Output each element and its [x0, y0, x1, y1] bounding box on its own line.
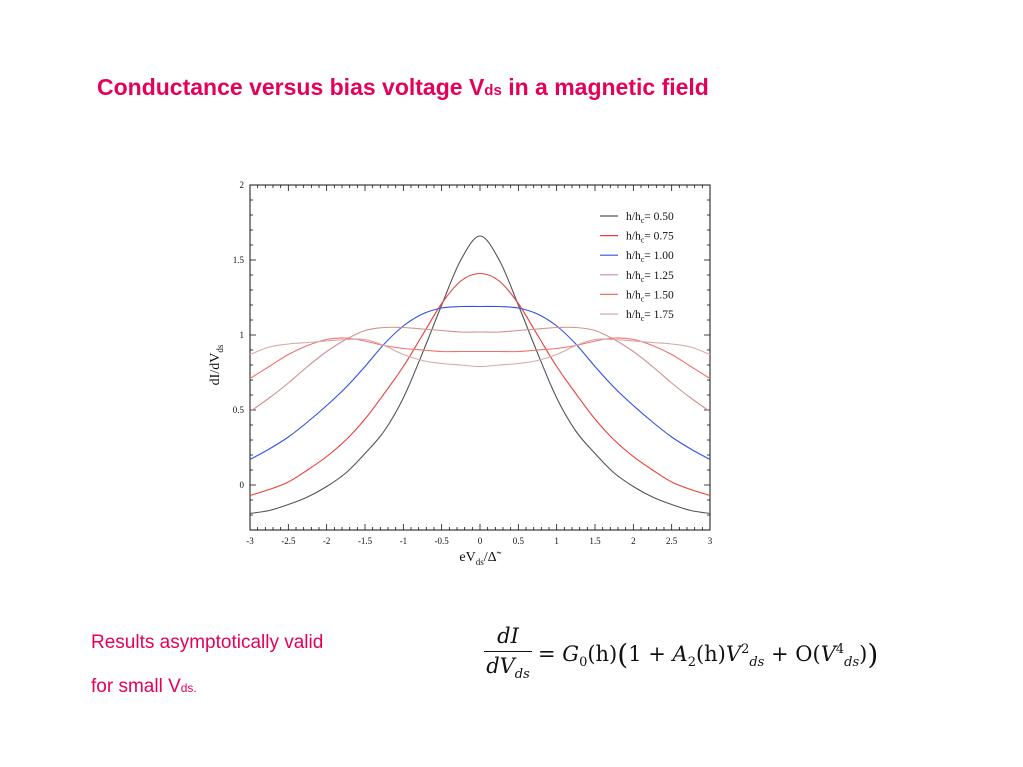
x-tick-label: -2.5: [281, 536, 296, 546]
x-tick-label: -2: [323, 536, 331, 546]
axes-frame: -3 -2.5 -2 -1.5 -1 -0.5 0 0.5 1 1.5 2 2.5 3 0 0.5 1 1.5 2: [233, 180, 713, 546]
y-tick-label: 1.5: [233, 255, 245, 265]
formula-rhs: = G0(h)(1 + A2(h)V2ds + O(V4ds)): [538, 638, 879, 671]
y-axis-label: dI/dVds: [208, 344, 225, 385]
x-axis-label: eVds/Δ̃: [459, 550, 501, 567]
legend-entry-2: h/hc= 0.75: [626, 231, 674, 245]
x-tick-label: 3: [708, 536, 713, 546]
page-title: Conductance versus bias voltage Vds in a…: [97, 74, 709, 101]
legend-entry-6: h/hc= 1.75: [626, 309, 674, 323]
note-line-2-main: for small V: [91, 676, 181, 697]
formula-denominator: dVds: [486, 654, 530, 683]
x-tick-label: 1: [554, 536, 559, 546]
series-line-1: [249, 235, 711, 515]
title-subscript: ds: [484, 82, 502, 99]
formula-fraction: dI dVds: [484, 624, 532, 682]
legend-entry-3: h/hc= 1.00: [626, 250, 674, 264]
x-tick-label: 2: [631, 536, 636, 546]
series-line-3: [249, 305, 711, 460]
y-tick-label: 0: [240, 480, 245, 490]
x-tick-label: -3: [246, 536, 254, 546]
x-tick-label: -1: [400, 536, 408, 546]
fraction-bar: [484, 651, 532, 652]
x-tick-label: 0: [478, 536, 483, 546]
x-tick-label: -1.5: [358, 536, 373, 546]
x-tick-label: 0.5: [513, 536, 525, 546]
series-line-5: [249, 337, 711, 379]
x-tick-label: 2.5: [666, 536, 678, 546]
legend-entry-5: h/hc= 1.50: [626, 289, 674, 303]
note-line-2-subscript: ds.: [180, 681, 197, 695]
conductance-formula: dI dVds = G0(h)(1 + A2(h)V2ds + O(V4ds)): [484, 624, 878, 684]
title-main: Conductance versus bias voltage V: [97, 74, 485, 100]
title-rest: in a magnetic field: [501, 74, 709, 100]
series-line-6: [249, 338, 711, 368]
note-line-2: for small Vds.: [91, 676, 197, 698]
y-tick-label: 0.5: [233, 405, 245, 415]
legend: h/hc= 0.50 h/hc= 0.75 h/hc= 1.00 h/hc= 1.25…: [600, 211, 674, 323]
note-line-1: Results asymptotically valid: [91, 632, 324, 653]
series-group: [249, 235, 711, 515]
y-tick-label: 2: [240, 180, 245, 190]
x-tick-label: -0.5: [435, 536, 450, 546]
conductance-chart: -3 -2.5 -2 -1.5 -1 -0.5 0 0.5 1 1.5 2 2.5 3 0 0.5 1 1.5 2…: [208, 180, 713, 567]
y-tick-label: 1: [240, 330, 245, 340]
series-line-2: [249, 272, 711, 497]
legend-entry-1: h/hc= 0.50: [626, 211, 674, 225]
series-line-4: [249, 326, 711, 412]
x-tick-label: 1.5: [589, 536, 601, 546]
legend-entry-4: h/hc= 1.25: [626, 270, 674, 284]
formula-numerator: dI: [497, 624, 519, 648]
